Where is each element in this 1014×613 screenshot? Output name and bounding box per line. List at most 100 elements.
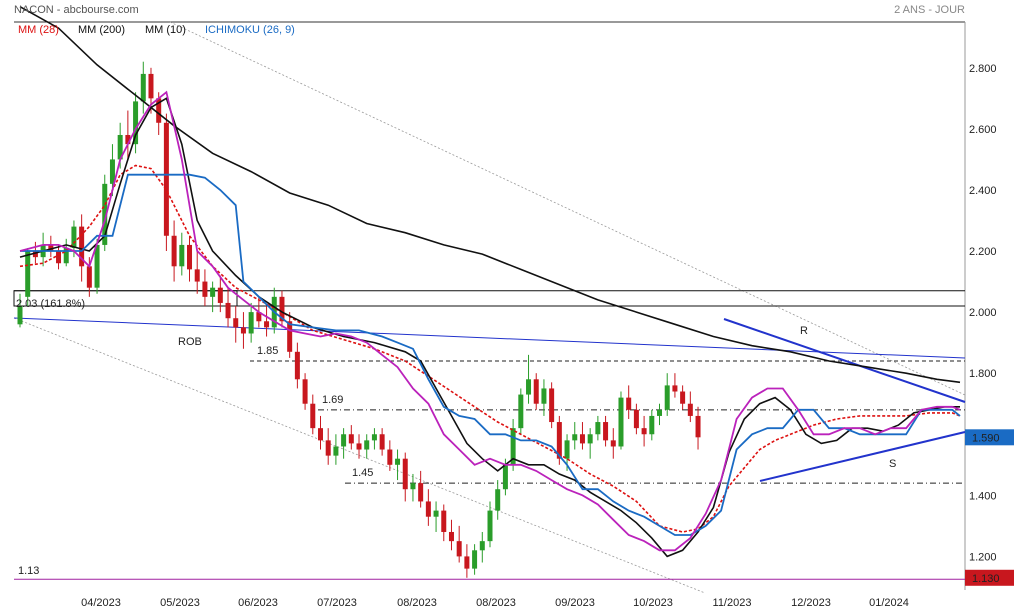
candle-body xyxy=(86,266,92,288)
x-tick-label: 01/2024 xyxy=(869,597,909,609)
candle-body xyxy=(533,379,539,404)
candle-body xyxy=(618,397,624,447)
candle-body xyxy=(448,531,454,542)
y-tick-label: 2.600 xyxy=(969,124,997,136)
last-price-label: 1.590 xyxy=(972,432,1000,444)
series-line xyxy=(20,173,961,536)
x-tick-label: 09/2023 xyxy=(555,597,595,609)
candle-body xyxy=(549,388,555,423)
legend: MM (28) MM (200) MM (10) ICHIMOKU (26, 9) xyxy=(18,24,295,36)
candle-body xyxy=(502,464,508,490)
candle-body xyxy=(487,510,493,542)
candle-body xyxy=(579,434,585,444)
y-tick-label: 2.000 xyxy=(969,307,997,319)
series-line xyxy=(19,90,961,552)
candle-body xyxy=(633,409,639,429)
annotation-label: 1.45 xyxy=(352,467,373,479)
candle-body xyxy=(664,385,670,410)
y-tick-label: 2.200 xyxy=(969,246,997,258)
legend-item: ICHIMOKU (26, 9) xyxy=(205,24,295,36)
candle-body xyxy=(556,422,562,459)
candle-body xyxy=(687,403,693,416)
resistance-line xyxy=(723,318,966,403)
candle-body xyxy=(202,281,208,297)
candle-body xyxy=(133,101,139,145)
candle-body xyxy=(510,428,516,465)
candle-body xyxy=(94,244,100,288)
candle-body xyxy=(603,422,609,441)
candle-body xyxy=(63,247,69,264)
annotation-label: 1.69 xyxy=(322,394,343,406)
candle-body xyxy=(240,327,246,334)
y-tick-label: 1.200 xyxy=(969,551,997,563)
candle-body xyxy=(495,489,501,511)
candle-body xyxy=(433,510,439,517)
candle-body xyxy=(264,321,270,328)
candle-layer xyxy=(17,61,701,578)
chart-source-title: NACON - abcbourse.com xyxy=(14,4,139,16)
candle-body xyxy=(518,394,524,429)
candle-body xyxy=(156,98,162,123)
annotation-label: 2.03 (161.8%) xyxy=(16,298,85,310)
y-tick-label: 1.800 xyxy=(969,368,997,380)
candle-body xyxy=(395,458,401,465)
candle-body xyxy=(425,501,431,517)
candle-body xyxy=(402,458,408,490)
candle-body xyxy=(148,73,154,99)
candle-body xyxy=(695,415,701,438)
candle-body xyxy=(317,428,323,441)
candle-body xyxy=(418,483,424,502)
candle-body xyxy=(163,122,169,236)
candle-body xyxy=(225,302,231,319)
candle-body xyxy=(325,440,331,456)
candle-body xyxy=(595,422,601,435)
chart-period-label: 2 ANS - JOUR xyxy=(894,4,965,16)
candle-body xyxy=(641,428,647,435)
candle-body xyxy=(657,409,663,416)
x-tick-label: 08/2023 xyxy=(476,597,516,609)
y-tick-label: 1.400 xyxy=(969,490,997,502)
x-tick-label: 07/2023 xyxy=(317,597,357,609)
candle-body xyxy=(441,510,447,532)
x-tick-label: 11/2023 xyxy=(713,597,752,609)
annotation-label: 1.13 xyxy=(18,565,39,577)
legend-item: MM (10) xyxy=(145,24,186,36)
candle-body xyxy=(333,446,339,456)
x-tick-label: 05/2023 xyxy=(160,597,200,609)
candle-body xyxy=(310,403,316,429)
low-price-tag xyxy=(965,569,1014,586)
candle-body xyxy=(210,287,216,297)
y-tick-label: 2.800 xyxy=(969,63,997,75)
candle-body xyxy=(294,351,300,380)
x-tick-label: 04/2023 xyxy=(81,597,121,609)
candle-body xyxy=(233,318,239,328)
candle-body xyxy=(680,391,686,404)
candle-body xyxy=(302,379,308,404)
candle-body xyxy=(456,541,462,557)
candle-body xyxy=(341,434,347,447)
candle-body xyxy=(56,251,62,264)
candle-body xyxy=(109,159,115,184)
axis-layer: 1.2001.4001.6001.8002.0002.2002.4002.600… xyxy=(81,63,1014,609)
candle-body xyxy=(79,226,85,267)
candle-body xyxy=(140,73,146,102)
candle-body xyxy=(194,269,200,282)
candle-body xyxy=(364,440,370,450)
candle-body xyxy=(541,388,547,404)
candle-body xyxy=(572,434,578,441)
annotation-label: R xyxy=(800,325,808,337)
x-tick-label: 10/2023 xyxy=(633,597,673,609)
candle-body xyxy=(479,541,485,551)
candle-body xyxy=(256,312,262,322)
candle-body xyxy=(48,244,54,252)
line-layer xyxy=(19,6,961,558)
candle-body xyxy=(279,296,285,322)
series-line xyxy=(19,97,960,558)
series-line xyxy=(19,6,961,384)
candle-body xyxy=(626,397,632,410)
candle-body xyxy=(248,312,254,334)
candle-body xyxy=(187,244,193,270)
candle-body xyxy=(102,183,108,245)
series-line xyxy=(19,164,961,533)
